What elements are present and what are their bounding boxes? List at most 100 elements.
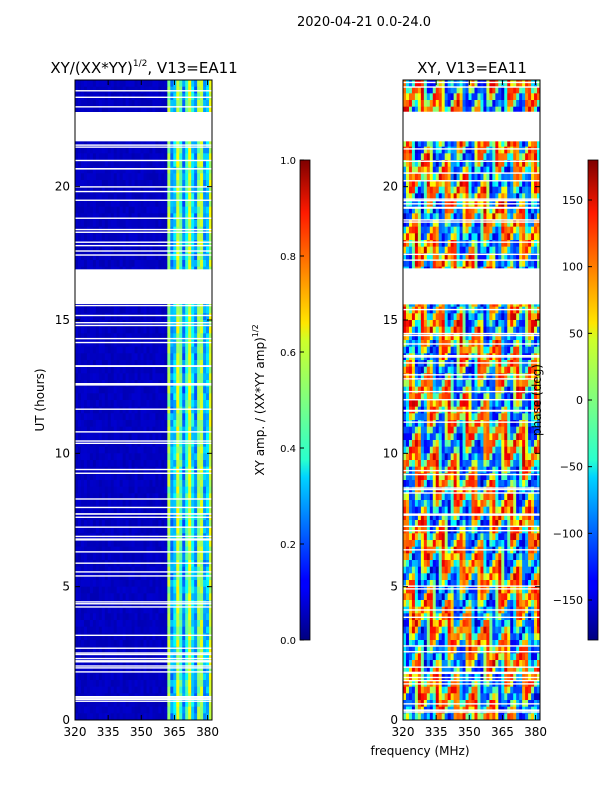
heatmap-cell	[149, 706, 153, 714]
heatmap-cell	[191, 306, 195, 314]
heatmap-cell	[98, 106, 103, 114]
heatmap-cell	[155, 526, 159, 534]
heatmap-cell	[104, 666, 109, 674]
heatmap-cell	[80, 646, 85, 654]
heatmap-cell	[149, 206, 153, 214]
heatmap-cell	[89, 446, 94, 454]
heatmap-cell	[152, 373, 156, 381]
heatmap-cell	[167, 700, 171, 708]
heatmap-cell	[182, 160, 186, 168]
colorbar-tick-label: 0.2	[280, 540, 296, 551]
heatmap-cell	[191, 700, 195, 708]
heatmap-cell	[417, 86, 422, 94]
heatmap-cell	[191, 326, 195, 334]
heatmap-cell	[119, 340, 124, 348]
heatmap-cell	[113, 453, 118, 461]
heatmap-cell	[113, 506, 118, 514]
heatmap-cell	[206, 373, 210, 381]
heatmap-cell	[98, 620, 103, 628]
heatmap-cell	[146, 673, 150, 681]
heatmap-cell	[164, 106, 168, 114]
heatmap-cell	[101, 220, 106, 228]
heatmap-cell	[209, 260, 212, 268]
heatmap-cell	[191, 606, 195, 614]
heatmap-cell	[80, 180, 85, 188]
heatmap-cell	[197, 713, 201, 720]
heatmap-cell	[170, 646, 174, 654]
heatmap-cell	[137, 500, 141, 508]
colorbar-tick-label: 0.4	[280, 444, 296, 455]
heatmap-cell	[152, 206, 156, 214]
heatmap-cell	[92, 666, 97, 674]
heatmap-cell	[104, 160, 109, 168]
heatmap-cell	[206, 540, 210, 548]
heatmap-cell	[146, 213, 150, 221]
heatmap-cell	[77, 406, 82, 414]
heatmap-cell	[128, 546, 132, 554]
heatmap-cell	[113, 260, 118, 268]
heatmap-cell	[104, 653, 109, 661]
heatmap-cell	[122, 213, 127, 221]
heatmap-cell	[537, 93, 540, 101]
heatmap-cell	[119, 420, 124, 428]
heatmap-cell	[158, 260, 162, 268]
heatmap-cell	[80, 140, 85, 148]
heatmap-cell	[170, 160, 174, 168]
heatmap-cell	[134, 366, 138, 374]
heatmap-cell	[89, 586, 94, 594]
heatmap-cell	[140, 506, 144, 514]
heatmap-cell	[128, 713, 132, 720]
heatmap-cell	[197, 326, 201, 334]
heatmap-cell	[140, 393, 144, 401]
heatmap-cell	[194, 446, 198, 454]
heatmap-cell	[137, 160, 141, 168]
heatmap-cell	[209, 166, 212, 174]
heatmap-cell	[83, 626, 88, 634]
heatmap-cell	[438, 100, 443, 108]
heatmap-cell	[152, 180, 156, 188]
heatmap-cell	[95, 646, 100, 654]
heatmap-cell	[101, 566, 106, 574]
heatmap-cell	[152, 413, 156, 421]
heatmap-cell	[176, 606, 180, 614]
heatmap-cell	[86, 580, 91, 588]
heatmap-cell	[155, 146, 159, 154]
heatmap-cell	[462, 100, 466, 108]
flagged-scan-line	[75, 698, 212, 701]
heatmap-cell	[194, 160, 198, 168]
heatmap-cell	[206, 493, 210, 501]
heatmap-cell	[125, 520, 130, 528]
heatmap-cell	[122, 306, 127, 314]
heatmap-cell	[113, 673, 118, 681]
heatmap-cell	[209, 486, 212, 494]
heatmap-cell	[188, 573, 192, 581]
heatmap-cell	[158, 366, 162, 374]
heatmap-cell	[80, 213, 85, 221]
heatmap-cell	[113, 553, 118, 561]
heatmap-cell	[92, 100, 97, 108]
heatmap-cell	[104, 153, 109, 161]
heatmap-cell	[104, 540, 109, 548]
heatmap-cell	[125, 433, 130, 441]
heatmap-cell	[119, 480, 124, 488]
heatmap-cell	[176, 253, 180, 261]
heatmap-cell	[143, 100, 147, 108]
heatmap-cell	[176, 646, 180, 654]
heatmap-cell	[209, 173, 212, 181]
heatmap-cell	[197, 400, 201, 408]
heatmap-cell	[92, 313, 97, 321]
heatmap-cell	[125, 593, 130, 601]
heatmap-cell	[173, 360, 177, 368]
heatmap-cell	[167, 366, 171, 374]
heatmap-cell	[188, 706, 192, 714]
heatmap-cell	[146, 326, 150, 334]
heatmap-cell	[140, 306, 144, 314]
heatmap-cell	[107, 206, 112, 214]
heatmap-cell	[95, 180, 100, 188]
heatmap-cell	[188, 640, 192, 648]
heatmap-cell	[128, 400, 132, 408]
heatmap-cell	[203, 393, 207, 401]
heatmap-cell	[167, 353, 171, 361]
heatmap-cell	[185, 460, 189, 468]
heatmap-cell	[176, 546, 180, 554]
